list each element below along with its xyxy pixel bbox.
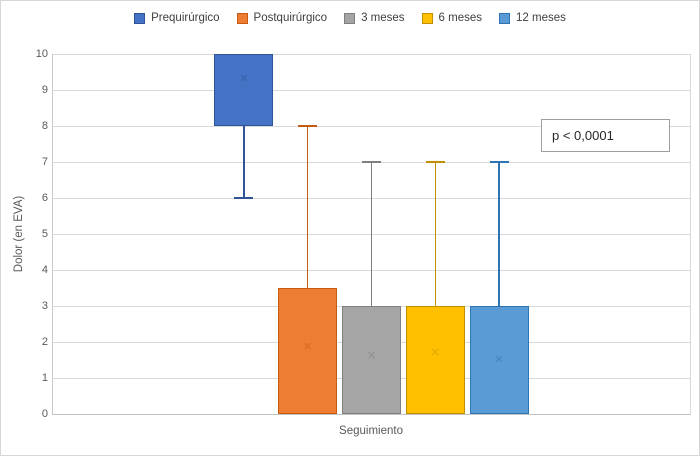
legend-item: Postquirúrgico (236, 12, 328, 24)
y-tick-label: 2 (41, 336, 48, 348)
legend-item: 12 meses (499, 12, 566, 24)
mean-marker-icon: × (239, 70, 249, 88)
whisker-line (498, 162, 500, 306)
mean-marker-icon: × (430, 343, 440, 361)
whisker-line (370, 162, 373, 306)
y-tick-label: 4 (41, 264, 48, 276)
p-value-annotation: p < 0,0001 (541, 119, 670, 152)
legend-swatch-icon (499, 12, 510, 24)
x-axis-title: Seguimiento (339, 425, 403, 437)
plot-area: × × × × × p < 0,0001 (52, 54, 691, 415)
box-1 (214, 54, 274, 126)
y-tick-label: 5 (41, 228, 48, 240)
plot-right-border (690, 54, 691, 415)
whisker-cap (234, 197, 254, 199)
legend-item-label: Prequirúrgico (151, 12, 220, 24)
gridline (52, 126, 691, 127)
legend-item-label: 3 meses (361, 12, 405, 24)
gridline (52, 54, 691, 55)
legend-item: Prequirúrgico (134, 12, 220, 24)
legend-swatch-icon (421, 12, 433, 24)
y-tick-label: 1 (41, 372, 48, 384)
whisker-cap (489, 161, 509, 163)
legend-item-label: 12 meses (516, 12, 566, 24)
box-2 (278, 288, 338, 414)
y-tick-label: 10 (35, 48, 48, 60)
mean-marker-icon: × (303, 338, 313, 356)
legend-swatch-icon (344, 12, 356, 24)
whisker-line (434, 162, 437, 306)
box-5 (469, 306, 529, 414)
legend-swatch-icon (236, 12, 248, 24)
y-tick-label: 7 (41, 156, 48, 168)
mean-marker-icon: × (367, 347, 376, 365)
legend-item: 3 meses (344, 12, 405, 24)
y-tick-label: 8 (41, 120, 48, 132)
box-4 (405, 306, 465, 414)
whisker-cap (298, 125, 318, 127)
legend-item-label: 6 meses (438, 12, 482, 24)
y-tick-label: 0 (41, 408, 48, 420)
y-axis-title: Dolor (en EVA) (13, 195, 25, 273)
y-tick-label: 6 (41, 192, 48, 204)
mean-marker-icon: × (494, 351, 504, 369)
legend-item: 6 meses (421, 12, 482, 24)
legend-swatch-icon (134, 12, 146, 24)
legend: Prequirúrgico Postquirúrgico 3 meses 6 mese… (1, 12, 699, 24)
gridline (52, 414, 691, 415)
whisker-line (243, 126, 245, 198)
whisker-cap (425, 161, 445, 163)
y-tick-label: 9 (41, 84, 48, 96)
gridline (52, 90, 691, 91)
whisker-line (306, 126, 309, 288)
whisker-cap (362, 161, 381, 163)
p-value-text: p < 0,0001 (552, 128, 614, 143)
legend-item-label: Postquirúrgico (253, 12, 328, 24)
y-axis-line (52, 54, 53, 415)
box-3 (342, 306, 401, 414)
y-tick-label: 3 (41, 300, 48, 312)
